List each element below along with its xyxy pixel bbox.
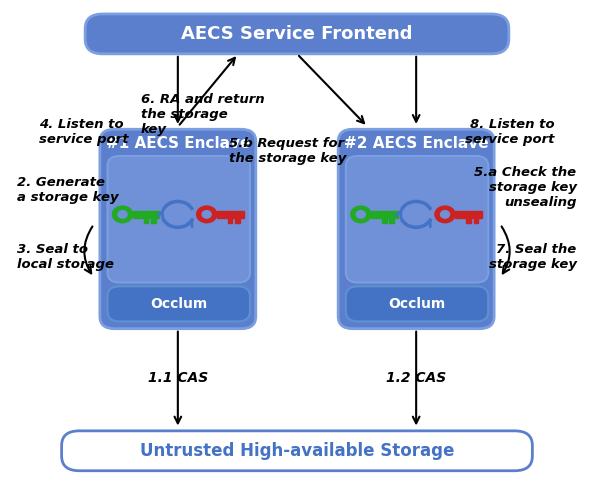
Circle shape: [356, 211, 365, 218]
Text: 1.1 CAS: 1.1 CAS: [148, 371, 208, 385]
FancyBboxPatch shape: [338, 129, 494, 329]
Bar: [382, 217, 387, 223]
Circle shape: [435, 206, 455, 223]
Circle shape: [202, 211, 211, 218]
Text: #2 AECS Enclave: #2 AECS Enclave: [344, 136, 488, 152]
FancyBboxPatch shape: [108, 286, 250, 321]
Bar: [235, 217, 239, 223]
Bar: [473, 217, 478, 223]
Text: 3. Seal to
local storage: 3. Seal to local storage: [17, 243, 115, 271]
Text: 7. Seal the
storage key: 7. Seal the storage key: [488, 243, 577, 271]
Text: AECS Service Frontend: AECS Service Frontend: [181, 25, 413, 43]
FancyBboxPatch shape: [346, 286, 488, 321]
Circle shape: [197, 206, 217, 223]
Bar: [371, 211, 398, 217]
Bar: [217, 211, 244, 217]
Text: 4. Listen to
service port: 4. Listen to service port: [39, 118, 129, 146]
Text: 8. Listen to
service port: 8. Listen to service port: [465, 118, 555, 146]
Text: 6. RA and return
the storage
key: 6. RA and return the storage key: [141, 93, 265, 136]
FancyBboxPatch shape: [62, 431, 532, 471]
Circle shape: [441, 211, 450, 218]
Bar: [455, 211, 482, 217]
FancyBboxPatch shape: [100, 129, 256, 329]
Text: #1 AECS Enclave: #1 AECS Enclave: [106, 136, 250, 152]
Text: 5.a Check the
storage key
unsealing: 5.a Check the storage key unsealing: [475, 166, 577, 209]
Text: Occlum: Occlum: [388, 297, 446, 311]
Circle shape: [351, 206, 371, 223]
Bar: [466, 217, 470, 223]
Circle shape: [112, 206, 132, 223]
Circle shape: [118, 211, 127, 218]
FancyBboxPatch shape: [108, 156, 250, 282]
FancyBboxPatch shape: [85, 14, 509, 54]
Bar: [151, 217, 156, 223]
FancyBboxPatch shape: [346, 156, 488, 282]
Text: 5.b Request for
the storage key: 5.b Request for the storage key: [229, 137, 347, 165]
Bar: [228, 217, 232, 223]
Text: 1.2 CAS: 1.2 CAS: [386, 371, 446, 385]
Text: Untrusted High-available Storage: Untrusted High-available Storage: [140, 442, 454, 460]
Text: Occlum: Occlum: [150, 297, 207, 311]
Bar: [132, 211, 159, 217]
Text: 2. Generate
a storage key: 2. Generate a storage key: [17, 176, 119, 204]
Bar: [144, 217, 148, 223]
Bar: [389, 217, 394, 223]
